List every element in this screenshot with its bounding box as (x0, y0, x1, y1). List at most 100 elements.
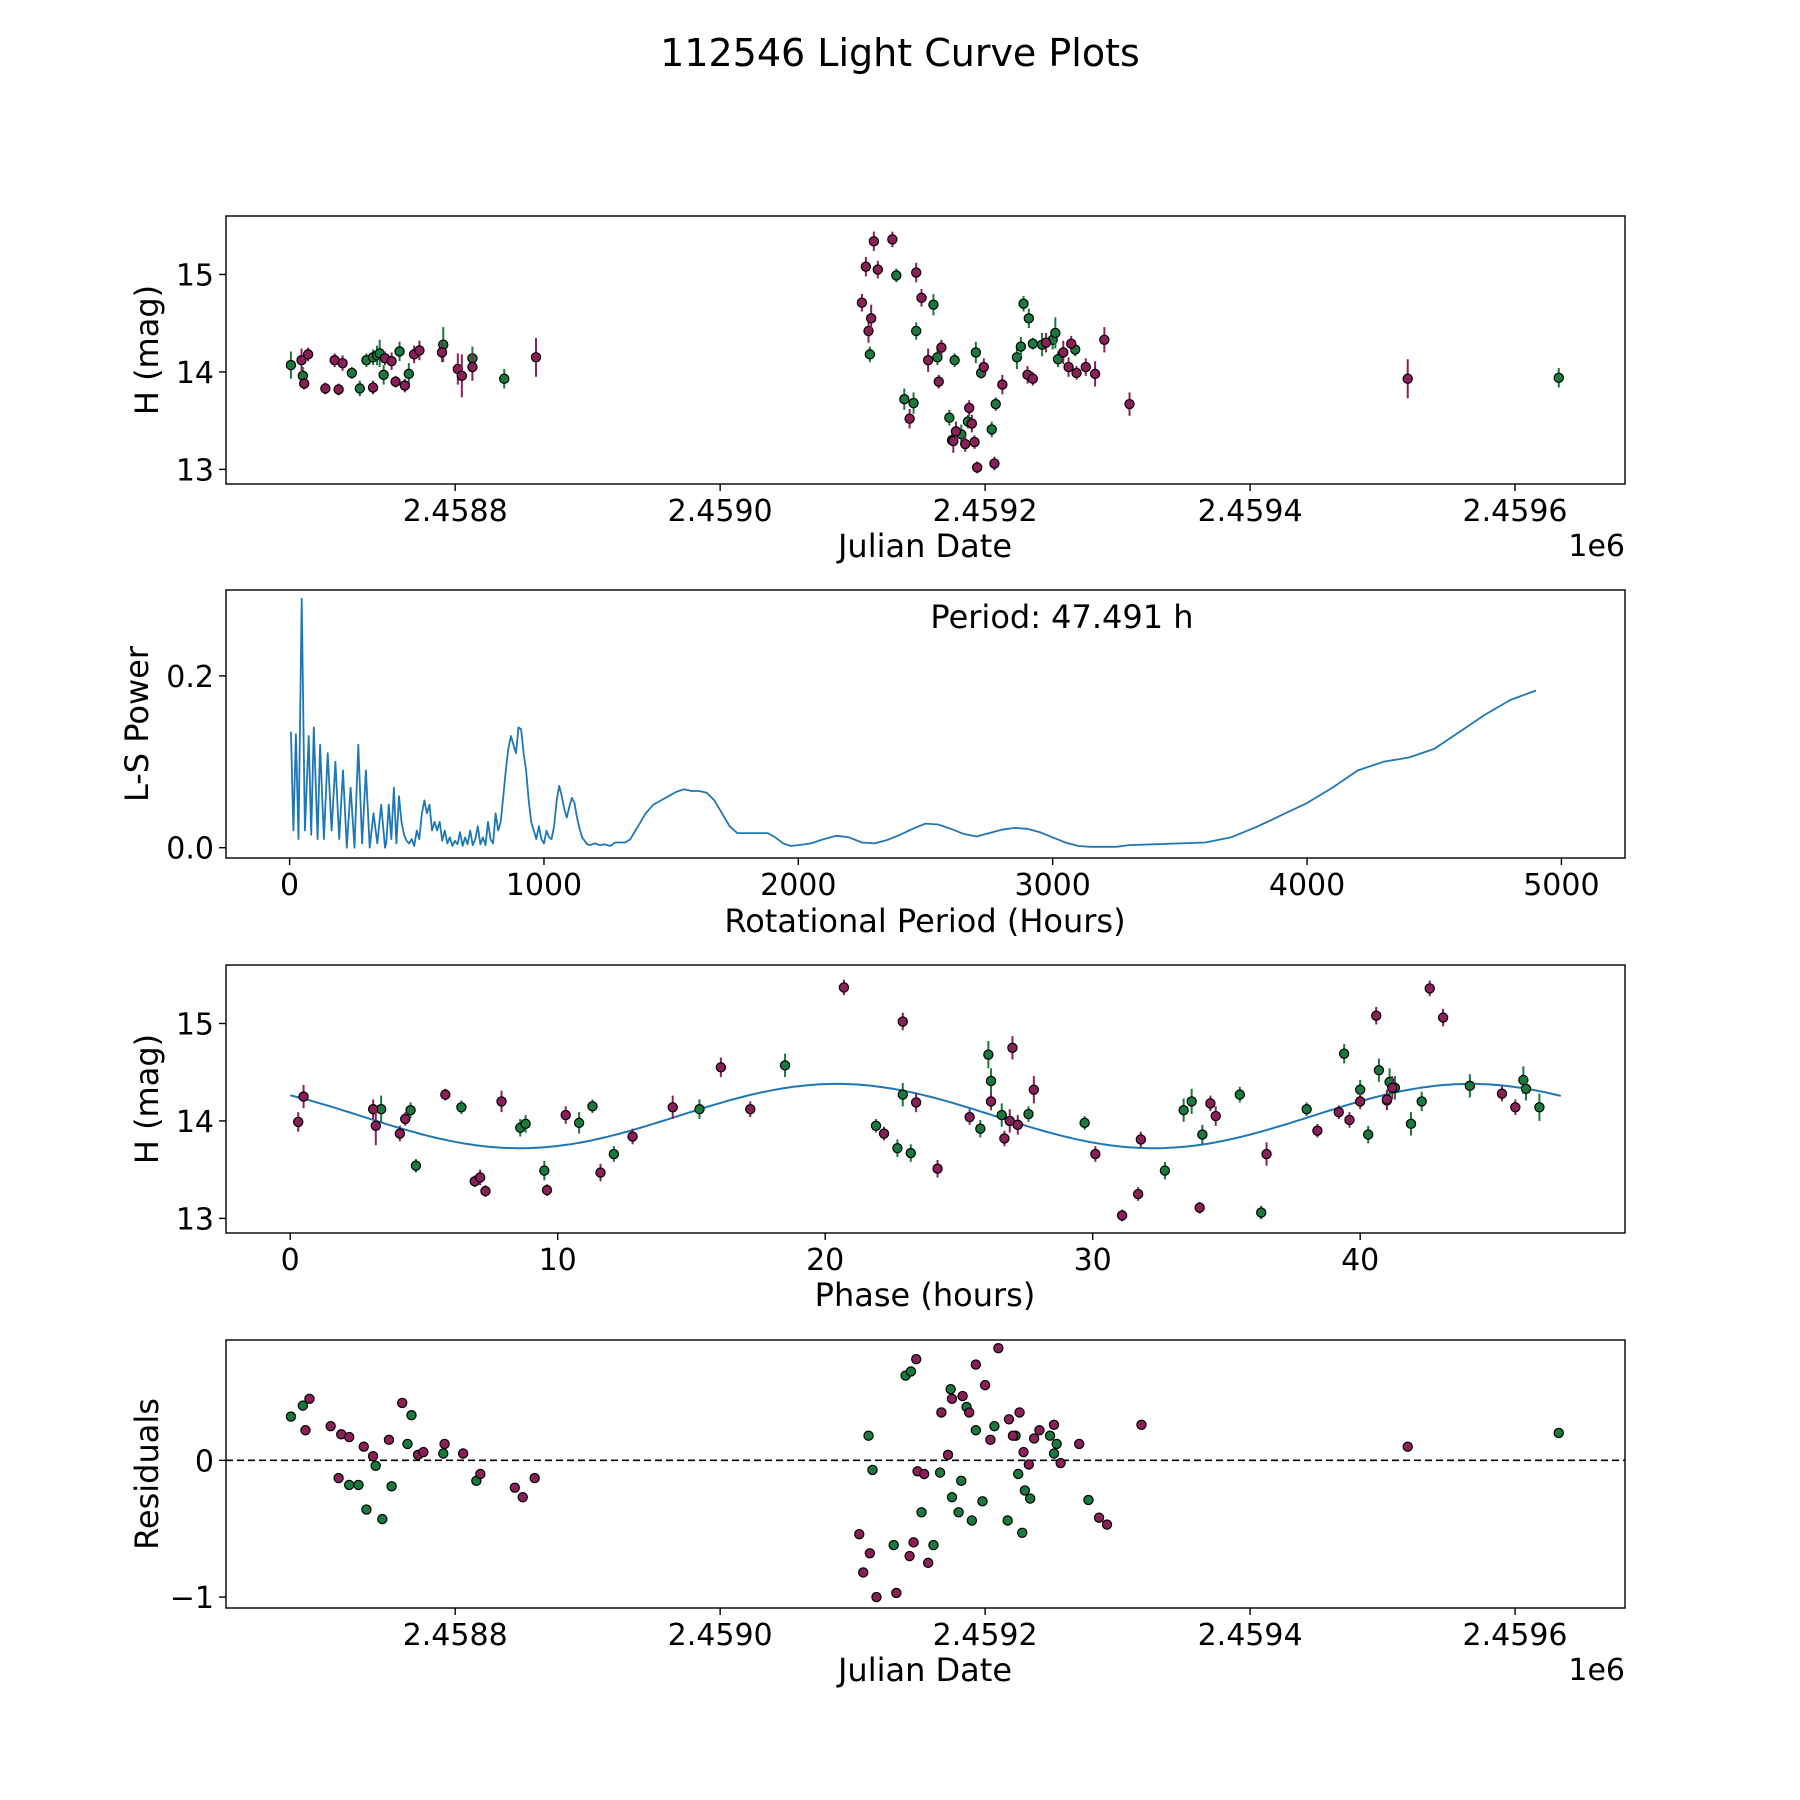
light-curve-magenta-point (1402, 373, 1413, 384)
period-annotation: Period: 47.491 h (930, 598, 1193, 636)
residuals-plot-area (226, 1343, 1625, 1603)
phase-green-point (870, 1120, 882, 1132)
residuals-magenta-point (383, 1434, 395, 1446)
panel-light-curve: 2.4588 2.4590 2.4592 2.4594 2.4596 13 14 15 Jul… (128, 215, 1626, 565)
light-curve-magenta-point (320, 383, 331, 394)
periodogram-ytick-label: 0.2 (166, 660, 214, 695)
residuals-magenta-point (911, 1353, 922, 1365)
residuals-magenta-point (1023, 1459, 1035, 1470)
light-curve-magenta-point (298, 378, 310, 389)
light-curve-magenta-point (414, 345, 425, 356)
residuals-magenta-point (970, 1359, 982, 1370)
residuals-magenta-point (1048, 1419, 1060, 1430)
residuals-green-point (1013, 1468, 1024, 1480)
phase-magenta-point (627, 1131, 638, 1142)
residuals-magenta-point (1101, 1519, 1113, 1530)
light-curve-magenta-point (333, 384, 344, 395)
panel-phase-folded: 0 10 20 30 40 13 14 15 Phase (hours) H (mag) (128, 964, 1626, 1314)
light-curve-magenta-point (887, 234, 898, 245)
phase-green-point (892, 1143, 903, 1154)
light-curve-magenta-point (868, 236, 880, 247)
phase-ticks: 0 10 20 30 40 13 14 15 (176, 1007, 1379, 1278)
residuals-green-point (953, 1507, 964, 1518)
light-curve-magenta-point (1089, 368, 1101, 380)
light-curve-magenta-point (1099, 334, 1110, 345)
panel-residuals: 2.4588 2.4590 2.4592 2.4594 2.4596 −1 0 Julian… (128, 1339, 1626, 1689)
phase-xtick-label: 40 (1341, 1243, 1379, 1278)
light-curve-magenta-point (960, 438, 971, 450)
light-curve-axes-frame (225, 215, 1626, 485)
phase-magenta-point (1496, 1088, 1508, 1099)
phase-magenta-point (293, 1116, 304, 1128)
residuals-green-point (438, 1448, 449, 1459)
figure-title: 112546 Light Curve Plots (660, 31, 1140, 75)
phase-magenta-point (480, 1185, 491, 1197)
phase-magenta-point (1028, 1084, 1040, 1095)
phase-ytick-label: 15 (176, 1007, 214, 1042)
phase-magenta-point (1437, 1012, 1449, 1023)
periodogram-ticks: 0 1000 2000 3000 4000 5000 0.0 0.2 (166, 660, 1599, 903)
light-curve-magenta-point (989, 458, 1000, 469)
residuals-magenta-point (1055, 1457, 1066, 1469)
phase-green-point (608, 1148, 620, 1160)
residuals-magenta-point (922, 1557, 934, 1569)
residuals-magenta-point (904, 1550, 915, 1562)
residuals-magenta-point (1034, 1425, 1045, 1436)
phase-green-point (539, 1165, 550, 1176)
periodogram-line (290, 597, 1537, 849)
residuals-xtick-label: 2.4594 (1198, 1618, 1303, 1653)
periodogram-xtick-label: 0 (280, 868, 299, 903)
residuals-magenta-point (358, 1441, 369, 1452)
light-curve-xtick-label: 2.4596 (1463, 494, 1568, 529)
residuals-magenta-point (908, 1537, 919, 1548)
light-curve-magenta-point (950, 426, 962, 437)
phase-green-point (1520, 1083, 1532, 1094)
phase-green-point (1256, 1207, 1267, 1218)
phase-green-point (1023, 1108, 1034, 1120)
phase-magenta-point (1205, 1098, 1216, 1109)
light-curve-green-point (1027, 338, 1039, 349)
residuals-xtick-label: 2.4590 (668, 1618, 773, 1653)
light-curve-green-point (394, 346, 405, 357)
light-curve-green-point (346, 367, 358, 379)
light-curve-green-point (928, 299, 939, 310)
residuals-green-point (377, 1513, 388, 1525)
phase-magenta-point (1132, 1188, 1144, 1200)
residuals-magenta-point (529, 1472, 540, 1484)
light-curve-green-point (891, 270, 902, 281)
light-curve-magenta-point (1080, 361, 1092, 373)
phase-green-point (1301, 1104, 1312, 1115)
residuals-magenta-point (858, 1567, 869, 1578)
residuals-magenta-point (439, 1438, 450, 1450)
periodogram-xtick-label: 5000 (1523, 868, 1599, 903)
light-curve-green-point (1050, 327, 1061, 339)
phase-magenta-point (1344, 1114, 1355, 1126)
residuals-green-point (1024, 1493, 1036, 1504)
light-curve-magenta-point (1066, 338, 1077, 349)
residuals-green-point (344, 1479, 355, 1491)
phase-magenta-point (910, 1097, 922, 1108)
residuals-offset-label: 1e6 (1568, 1653, 1625, 1688)
phase-magenta-point (1387, 1082, 1398, 1093)
phase-green-point (587, 1101, 598, 1112)
phase-magenta-point (1261, 1148, 1272, 1160)
residuals-xtick-label: 2.4592 (933, 1618, 1038, 1653)
phase-green-point (410, 1160, 422, 1171)
residuals-magenta-point (936, 1407, 947, 1418)
residuals-green-point (1553, 1427, 1564, 1439)
phase-green-point (1363, 1129, 1374, 1140)
residuals-magenta-point (457, 1448, 469, 1459)
phase-magenta-point (394, 1128, 406, 1139)
residuals-axes-frame (225, 1339, 1626, 1609)
phase-green-point (1234, 1089, 1246, 1100)
light-curve-green-point (1023, 313, 1035, 324)
phase-green-point (983, 1049, 994, 1060)
phase-plot-area (289, 979, 1562, 1222)
light-curve-green-point (908, 397, 919, 409)
residuals-green-point (867, 1464, 878, 1476)
light-curve-magenta-point (399, 380, 411, 391)
light-curve-magenta-point (966, 418, 978, 429)
phase-magenta-point (474, 1172, 486, 1183)
phase-axes-frame (225, 964, 1626, 1234)
residuals-magenta-point (1028, 1433, 1040, 1444)
